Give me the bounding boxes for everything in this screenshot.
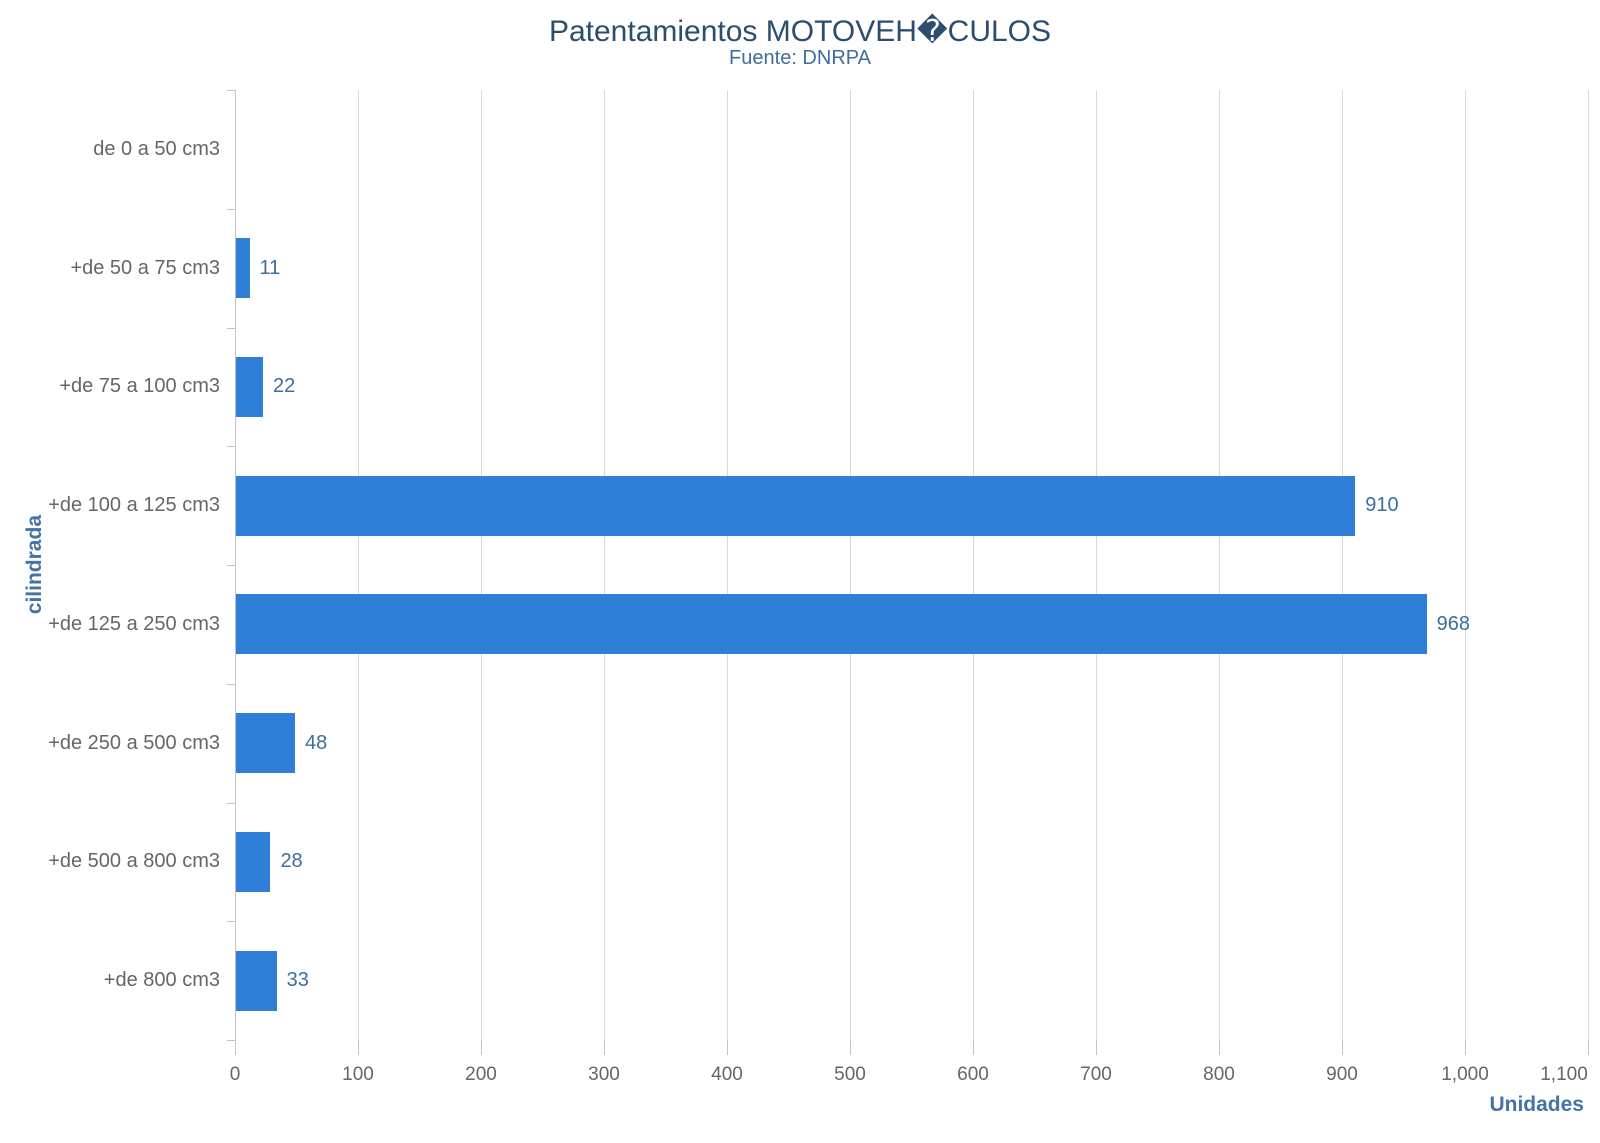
x-axis-tick: [727, 1040, 728, 1055]
x-tick-label: 1,000: [1441, 1064, 1489, 1085]
x-tick-label: 1,100: [1540, 1064, 1588, 1085]
x-tick-label: 900: [1326, 1064, 1358, 1085]
x-gridline: [481, 90, 482, 1040]
x-gridline: [727, 90, 728, 1040]
chart-subtitle: Fuente: DNRPA: [729, 47, 871, 69]
bar-value-label: 48: [305, 731, 328, 754]
category-label: +de 500 a 800 cm3: [48, 850, 220, 873]
category-label: +de 800 cm3: [103, 969, 220, 992]
bar: [236, 238, 250, 299]
category-tick: [227, 1040, 235, 1041]
category-tick: [227, 565, 235, 566]
bar-value-label: 22: [273, 375, 296, 398]
x-gridline: [1219, 90, 1220, 1040]
x-tick-label: 600: [957, 1064, 989, 1085]
category-tick: [227, 683, 235, 685]
bar: [236, 356, 264, 417]
bar: [236, 475, 1356, 536]
x-axis-tick: [604, 1040, 605, 1055]
x-axis-title: Unidades: [1489, 1093, 1584, 1116]
x-tick-label: 200: [465, 1064, 497, 1085]
x-gridline: [973, 90, 974, 1040]
category-tick: [227, 327, 235, 329]
x-tick-label: 300: [588, 1064, 620, 1085]
bar-value-label: 910: [1365, 494, 1399, 517]
bar: [236, 950, 277, 1011]
x-tick-label: 400: [711, 1064, 743, 1085]
category-tick: [227, 90, 235, 91]
x-gridline: [1465, 90, 1466, 1040]
category-tick: [227, 921, 235, 923]
x-tick-label: 0: [229, 1064, 241, 1085]
category-label: +de 125 a 250 cm3: [48, 612, 220, 635]
x-tick-label: 800: [1203, 1064, 1235, 1085]
bar: [236, 713, 296, 774]
x-tick-label: 500: [834, 1064, 866, 1085]
x-axis-tick: [481, 1040, 482, 1055]
x-tick-label: 700: [1080, 1064, 1112, 1085]
category-tick: [227, 208, 235, 210]
category-label: +de 100 a 125 cm3: [48, 494, 220, 517]
bar-value-label: 28: [280, 850, 303, 873]
x-axis-tick: [1342, 1040, 1343, 1055]
x-gridline: [358, 90, 359, 1040]
x-axis-tick: [1219, 1040, 1220, 1055]
x-gridline: [604, 90, 605, 1040]
category-tick: [227, 446, 235, 448]
x-gridline: [1342, 90, 1343, 1040]
x-gridline: [1096, 90, 1097, 1040]
x-axis-tick: [358, 1040, 359, 1055]
y-axis-line: [235, 90, 236, 1055]
x-tick-label: 100: [342, 1064, 374, 1085]
bar-value-label: 33: [286, 969, 309, 992]
category-label: de 0 a 50 cm3: [93, 137, 220, 160]
x-axis-tick: [973, 1040, 974, 1055]
category-label: +de 250 a 500 cm3: [48, 731, 220, 754]
bar-value-label: 11: [259, 256, 281, 279]
x-gridline: [850, 90, 851, 1040]
x-axis-tick: [1465, 1040, 1466, 1055]
bar-value-label: 968: [1436, 612, 1470, 635]
chart-title: Patentamientos MOTOVEH�CULOS: [548, 15, 1052, 48]
bar: [236, 594, 1427, 655]
x-gridline: [1588, 90, 1589, 1040]
category-tick: [227, 802, 235, 804]
x-axis-tick: [850, 1040, 851, 1055]
x-axis-tick: [1096, 1040, 1097, 1055]
category-label: +de 50 a 75 cm3: [70, 256, 220, 279]
bar: [236, 831, 271, 892]
x-axis-tick: [1588, 1040, 1589, 1055]
category-label: +de 75 a 100 cm3: [59, 375, 220, 398]
